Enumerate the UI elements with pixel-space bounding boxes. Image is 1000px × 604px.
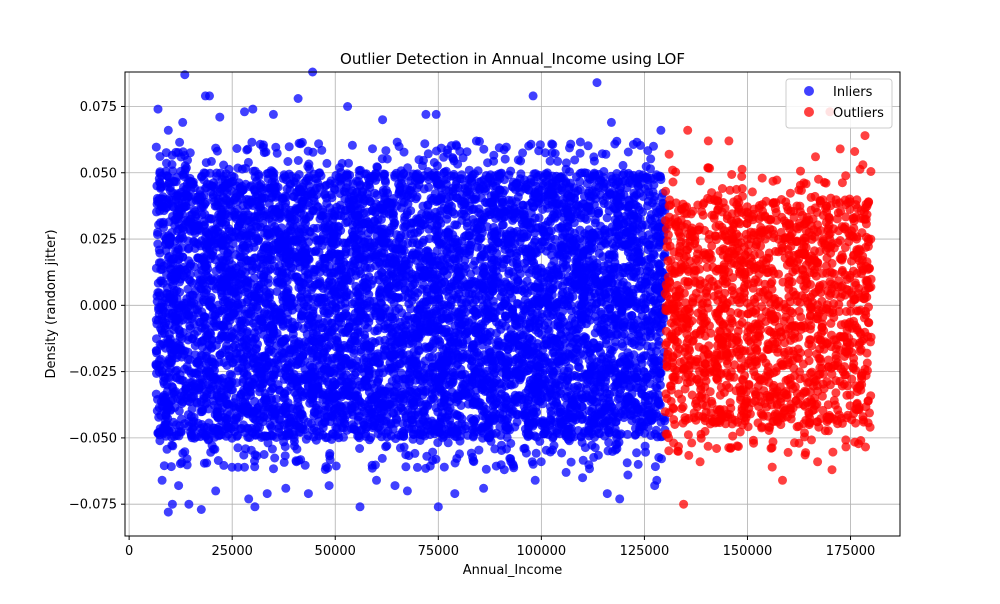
data-point xyxy=(610,253,619,262)
data-point xyxy=(244,158,253,167)
data-point xyxy=(319,348,328,357)
data-point xyxy=(378,454,387,463)
data-point xyxy=(233,443,242,452)
data-point xyxy=(413,463,422,472)
data-point xyxy=(425,310,434,319)
data-point xyxy=(587,441,596,450)
data-point xyxy=(439,153,448,162)
data-point xyxy=(564,382,573,391)
data-point xyxy=(616,385,625,394)
data-point xyxy=(574,362,583,371)
data-point xyxy=(348,141,357,150)
data-point xyxy=(322,159,331,168)
data-point xyxy=(547,139,556,148)
data-point xyxy=(428,448,437,457)
data-point xyxy=(524,142,533,151)
data-point xyxy=(186,186,195,195)
data-point xyxy=(304,147,313,156)
data-point xyxy=(242,146,251,155)
data-point xyxy=(474,446,483,455)
data-point xyxy=(585,464,594,473)
data-point xyxy=(591,219,600,228)
data-point xyxy=(600,199,609,208)
data-point xyxy=(214,456,223,465)
data-point xyxy=(381,146,390,155)
data-point xyxy=(428,353,437,362)
data-point xyxy=(534,372,543,381)
data-point xyxy=(168,160,177,169)
data-point xyxy=(565,143,574,152)
data-point xyxy=(537,457,546,466)
data-point xyxy=(268,445,277,454)
data-point xyxy=(285,142,294,151)
data-point xyxy=(303,162,312,171)
data-point xyxy=(249,414,258,423)
data-point xyxy=(601,150,610,159)
data-point xyxy=(651,462,660,471)
data-point xyxy=(543,168,552,177)
data-point xyxy=(156,152,165,161)
data-point xyxy=(365,272,374,281)
data-point xyxy=(613,217,622,226)
data-point xyxy=(247,138,256,147)
data-point xyxy=(368,144,377,153)
data-point xyxy=(160,461,169,470)
data-point xyxy=(403,239,412,248)
data-point xyxy=(619,230,628,239)
data-point xyxy=(624,148,633,157)
data-point xyxy=(364,318,373,327)
data-point xyxy=(490,444,499,453)
data-point xyxy=(567,458,576,467)
data-point xyxy=(344,159,353,168)
data-point xyxy=(342,370,351,379)
data-point xyxy=(522,449,531,458)
data-point xyxy=(455,449,464,458)
data-point xyxy=(632,448,641,457)
data-point xyxy=(152,143,161,152)
data-point xyxy=(195,360,204,369)
data-point xyxy=(516,157,525,166)
data-point xyxy=(534,146,543,155)
data-point xyxy=(506,439,515,448)
data-point xyxy=(553,280,562,289)
data-point xyxy=(420,139,429,148)
data-point xyxy=(472,137,481,146)
data-point xyxy=(440,463,449,472)
data-point xyxy=(250,462,259,471)
data-point xyxy=(260,450,269,459)
data-point xyxy=(482,465,491,474)
data-point xyxy=(529,169,538,178)
data-point xyxy=(281,442,290,451)
data-point xyxy=(355,444,364,453)
data-point xyxy=(283,157,292,166)
data-point xyxy=(619,161,628,170)
data-point xyxy=(407,219,416,228)
data-point xyxy=(267,300,276,309)
data-point xyxy=(401,462,410,471)
data-point xyxy=(450,157,459,166)
data-point xyxy=(646,154,655,163)
data-point xyxy=(495,351,504,360)
data-point xyxy=(529,460,538,469)
data-point xyxy=(307,419,316,428)
data-point xyxy=(556,320,565,329)
data-point xyxy=(156,218,165,227)
data-point xyxy=(501,295,510,304)
data-point xyxy=(584,141,593,150)
data-point xyxy=(155,174,164,183)
data-point xyxy=(273,149,282,158)
data-point xyxy=(590,433,599,442)
chart-title: Outlier Detection in Annual_Income using… xyxy=(340,50,685,69)
data-point xyxy=(469,456,478,465)
data-point xyxy=(395,142,404,151)
data-point xyxy=(465,166,474,175)
